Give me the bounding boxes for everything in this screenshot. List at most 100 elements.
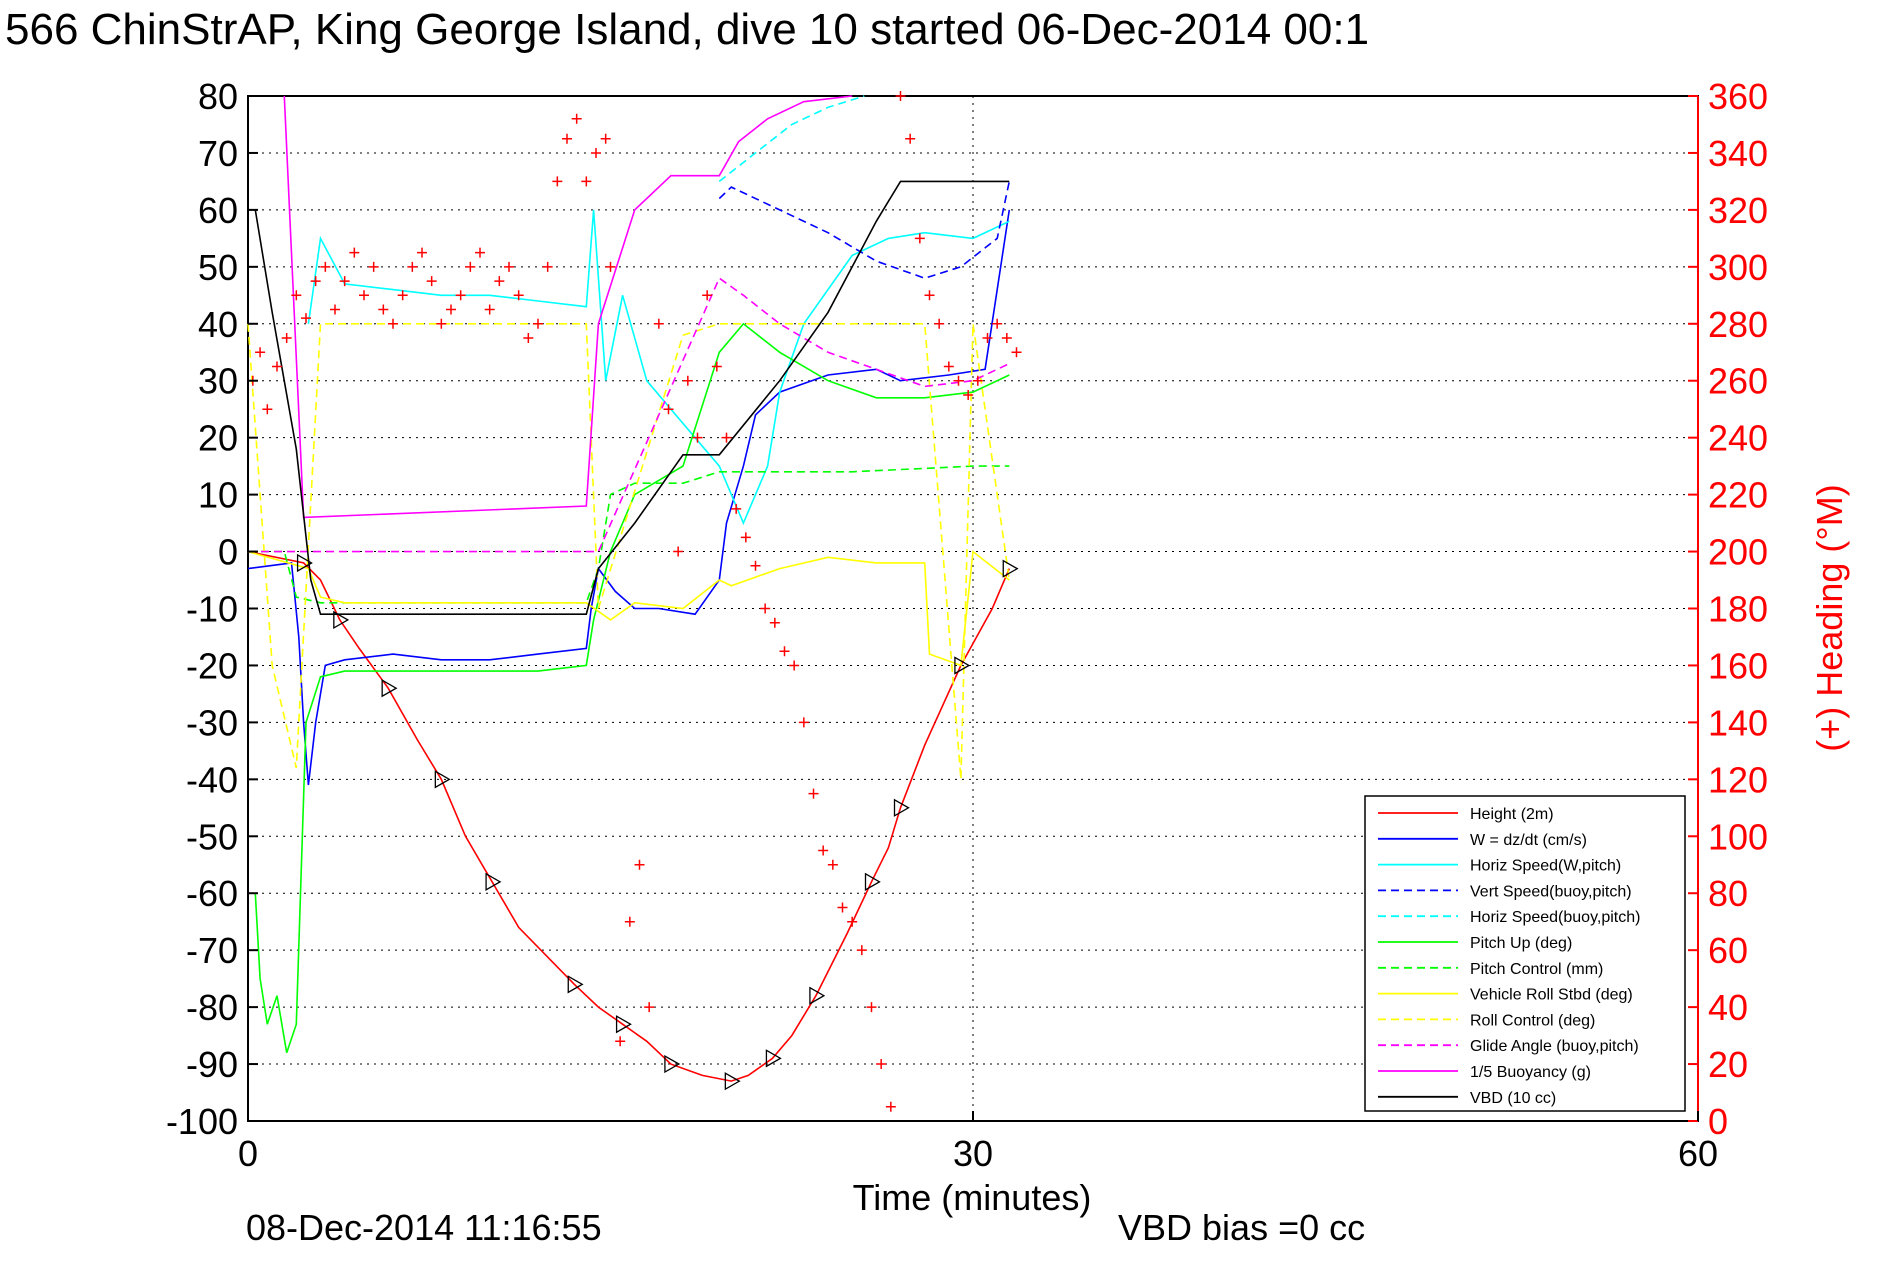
heading-point (301, 313, 311, 324)
heading-point (895, 91, 906, 101)
heading-point (808, 788, 819, 799)
height-marker (809, 986, 826, 1005)
right-tick-label: 100 (1708, 816, 1768, 857)
heading-point (905, 133, 916, 144)
right-tick-label: 180 (1708, 589, 1768, 630)
y-tick-label: -40 (186, 759, 238, 800)
right-tick-label: 200 (1708, 532, 1768, 573)
right-tick-label: 120 (1708, 759, 1768, 800)
heading-point (673, 546, 684, 557)
heading-point (605, 261, 616, 272)
legend-label: Glide Angle (buoy,pitch) (1470, 1038, 1639, 1055)
heading-point (291, 290, 302, 301)
heading-point (866, 1002, 877, 1013)
heading-point (740, 532, 751, 543)
y-tick-label: 0 (218, 532, 238, 573)
heading-point (417, 247, 427, 258)
heading-point (388, 318, 398, 329)
height-marker (333, 610, 350, 630)
heading-point (581, 176, 592, 187)
series-line-4 (718, 95, 865, 183)
legend-label: Pitch Control (mm) (1470, 961, 1603, 978)
series-line-9 (248, 276, 1010, 553)
heading-point (320, 261, 331, 272)
y-tick-label: 30 (198, 361, 238, 402)
height-marker (485, 872, 502, 891)
heading-point (982, 333, 993, 344)
heading-point (455, 290, 466, 301)
heading-point (339, 276, 350, 287)
legend-label: Horiz Speed(W,pitch) (1470, 858, 1621, 875)
chart-title: 566 ChinStrAP, King George Island, dive … (5, 5, 1369, 54)
heading-point (924, 290, 935, 301)
grid-lines (248, 96, 1698, 1121)
legend-label: Horiz Speed(buoy,pitch) (1470, 909, 1640, 926)
right-tick-label: 0 (1708, 1101, 1728, 1142)
heading-point (1001, 333, 1012, 344)
heading-point (562, 133, 572, 144)
right-tick-label: 320 (1708, 190, 1768, 231)
heading-point (992, 318, 1003, 329)
heading-point (310, 276, 321, 287)
heading-point (731, 503, 742, 514)
right-tick-label: 60 (1708, 930, 1748, 971)
heading-point (692, 432, 703, 443)
heading-point (827, 859, 838, 870)
y-tick-label: -30 (186, 702, 238, 743)
heading-point (359, 290, 369, 301)
legend-label: W = dz/dt (cm/s) (1470, 832, 1587, 849)
series-line-3 (718, 181, 1011, 280)
right-tick-label: 160 (1708, 645, 1768, 686)
heading-point (330, 304, 340, 315)
y-tick-label: 60 (198, 190, 238, 231)
height-marker (381, 679, 398, 698)
series-line-5 (254, 322, 1010, 1053)
heading-markers (247, 91, 1022, 1112)
y-tick-label: -100 (166, 1101, 238, 1142)
vbd-bias-note: VBD bias =0 cc (1118, 1207, 1365, 1248)
legend-label: Vehicle Roll Stbd (deg) (1470, 987, 1633, 1004)
series-lines (247, 95, 1019, 1091)
right-tick-label: 80 (1708, 873, 1748, 914)
heading-point (436, 318, 447, 329)
right-tick-label: 280 (1708, 304, 1768, 345)
heading-point (446, 304, 456, 315)
series-line-6 (248, 465, 1010, 604)
y-tick-label: 50 (198, 247, 238, 288)
y-tick-label: -80 (186, 987, 238, 1028)
height-marker (434, 770, 451, 789)
legend-box (1364, 795, 1686, 1112)
heading-point (760, 603, 771, 614)
heading-point (818, 845, 829, 856)
right-axis-label: (+) Heading (°M) (1809, 484, 1850, 751)
heading-point (591, 147, 601, 158)
heading-point (779, 646, 790, 657)
heading-point (262, 404, 273, 415)
legend: Height (2m) W = dz/dt (cm/s) Horiz Speed(W… (1364, 795, 1686, 1112)
heading-point (856, 945, 867, 956)
y-tick-label: 20 (198, 418, 238, 459)
y-tick-label: -90 (186, 1044, 238, 1085)
heading-point (624, 916, 635, 927)
heading-point (789, 660, 800, 671)
heading-point (934, 318, 945, 329)
heading-point (837, 902, 848, 913)
left-axis-ticks: 80 70 60 50 40 30 20 10 0 -10 -20 -30 -40 -50 -60 -70 -8… (166, 76, 258, 1142)
heading-point (711, 361, 722, 372)
heading-point (663, 404, 674, 415)
heading-point (281, 333, 292, 344)
heading-point (272, 361, 282, 372)
right-tick-label: 220 (1708, 475, 1768, 516)
heading-point (600, 133, 611, 144)
heading-point (368, 261, 379, 272)
heading-point (504, 261, 514, 272)
y-tick-label: -20 (186, 645, 238, 686)
legend-label: Height (2m) (1470, 806, 1554, 823)
y-tick-label: 70 (198, 133, 238, 174)
y-tick-label: -10 (186, 589, 238, 630)
height-marker (954, 656, 971, 675)
series-line-2 (307, 209, 1010, 526)
right-tick-label: 140 (1708, 702, 1768, 743)
right-axis-ticks: 3603403203002802602402202001801601401201… (1688, 76, 1768, 1142)
